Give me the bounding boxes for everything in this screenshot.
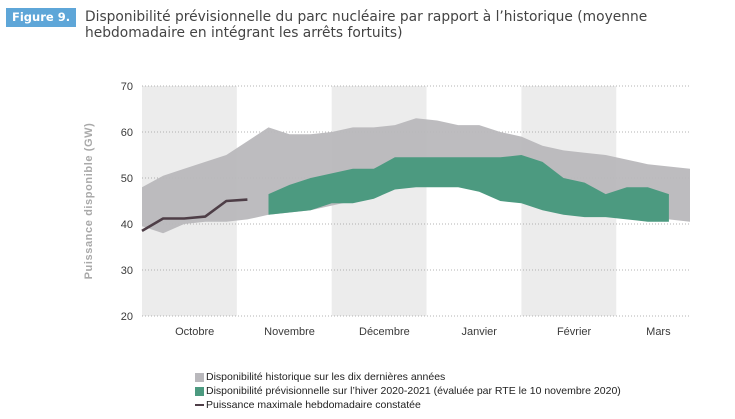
y-tick-label-30: 30 [121,265,133,277]
legend-swatch-previsionnelle [195,386,204,396]
x-tick-label-4: Février [557,326,592,338]
series-puissance-line [141,198,248,233]
series-previsionnelle-band [268,155,669,222]
legend-swatch-historique [195,372,204,382]
legend-item-historique: Disponibilité historique sur les dix der… [195,370,621,384]
y-tick-label-50: 50 [121,173,133,185]
legend-label-historique: Disponibilité historique sur les dix der… [206,371,446,383]
legend-item-previsionnelle: Disponibilité prévisionnelle sur l’hiver… [195,384,621,398]
x-tick-label-1: Novembre [264,326,315,338]
legend: Disponibilité historique sur les dix der… [195,370,621,412]
x-tick-label-2: Décembre [359,326,410,338]
figure-label: Figure 9. [6,8,77,27]
y-tick-label-20: 20 [121,311,133,323]
legend-label-puissance: Puissance maximale hebdomadaire constaté… [206,399,421,411]
chart-title: Disponibilité prévisionnelle du parc nuc… [85,9,648,41]
y-tick-label-70: 70 [121,81,133,93]
x-tick-label-5: Mars [646,326,671,338]
legend-label-previsionnelle: Disponibilité prévisionnelle sur l’hiver… [206,385,621,397]
legend-swatch-puissance [195,403,204,407]
legend-item-puissance: Puissance maximale hebdomadaire constaté… [195,398,621,412]
y-axis-label: Puissance disponible (GW) [83,123,95,280]
y-tick-label-40: 40 [121,219,133,231]
x-tick-label-3: Janvier [461,326,497,338]
y-tick-label-60: 60 [121,127,133,139]
x-tick-label-0: Octobre [175,326,214,338]
